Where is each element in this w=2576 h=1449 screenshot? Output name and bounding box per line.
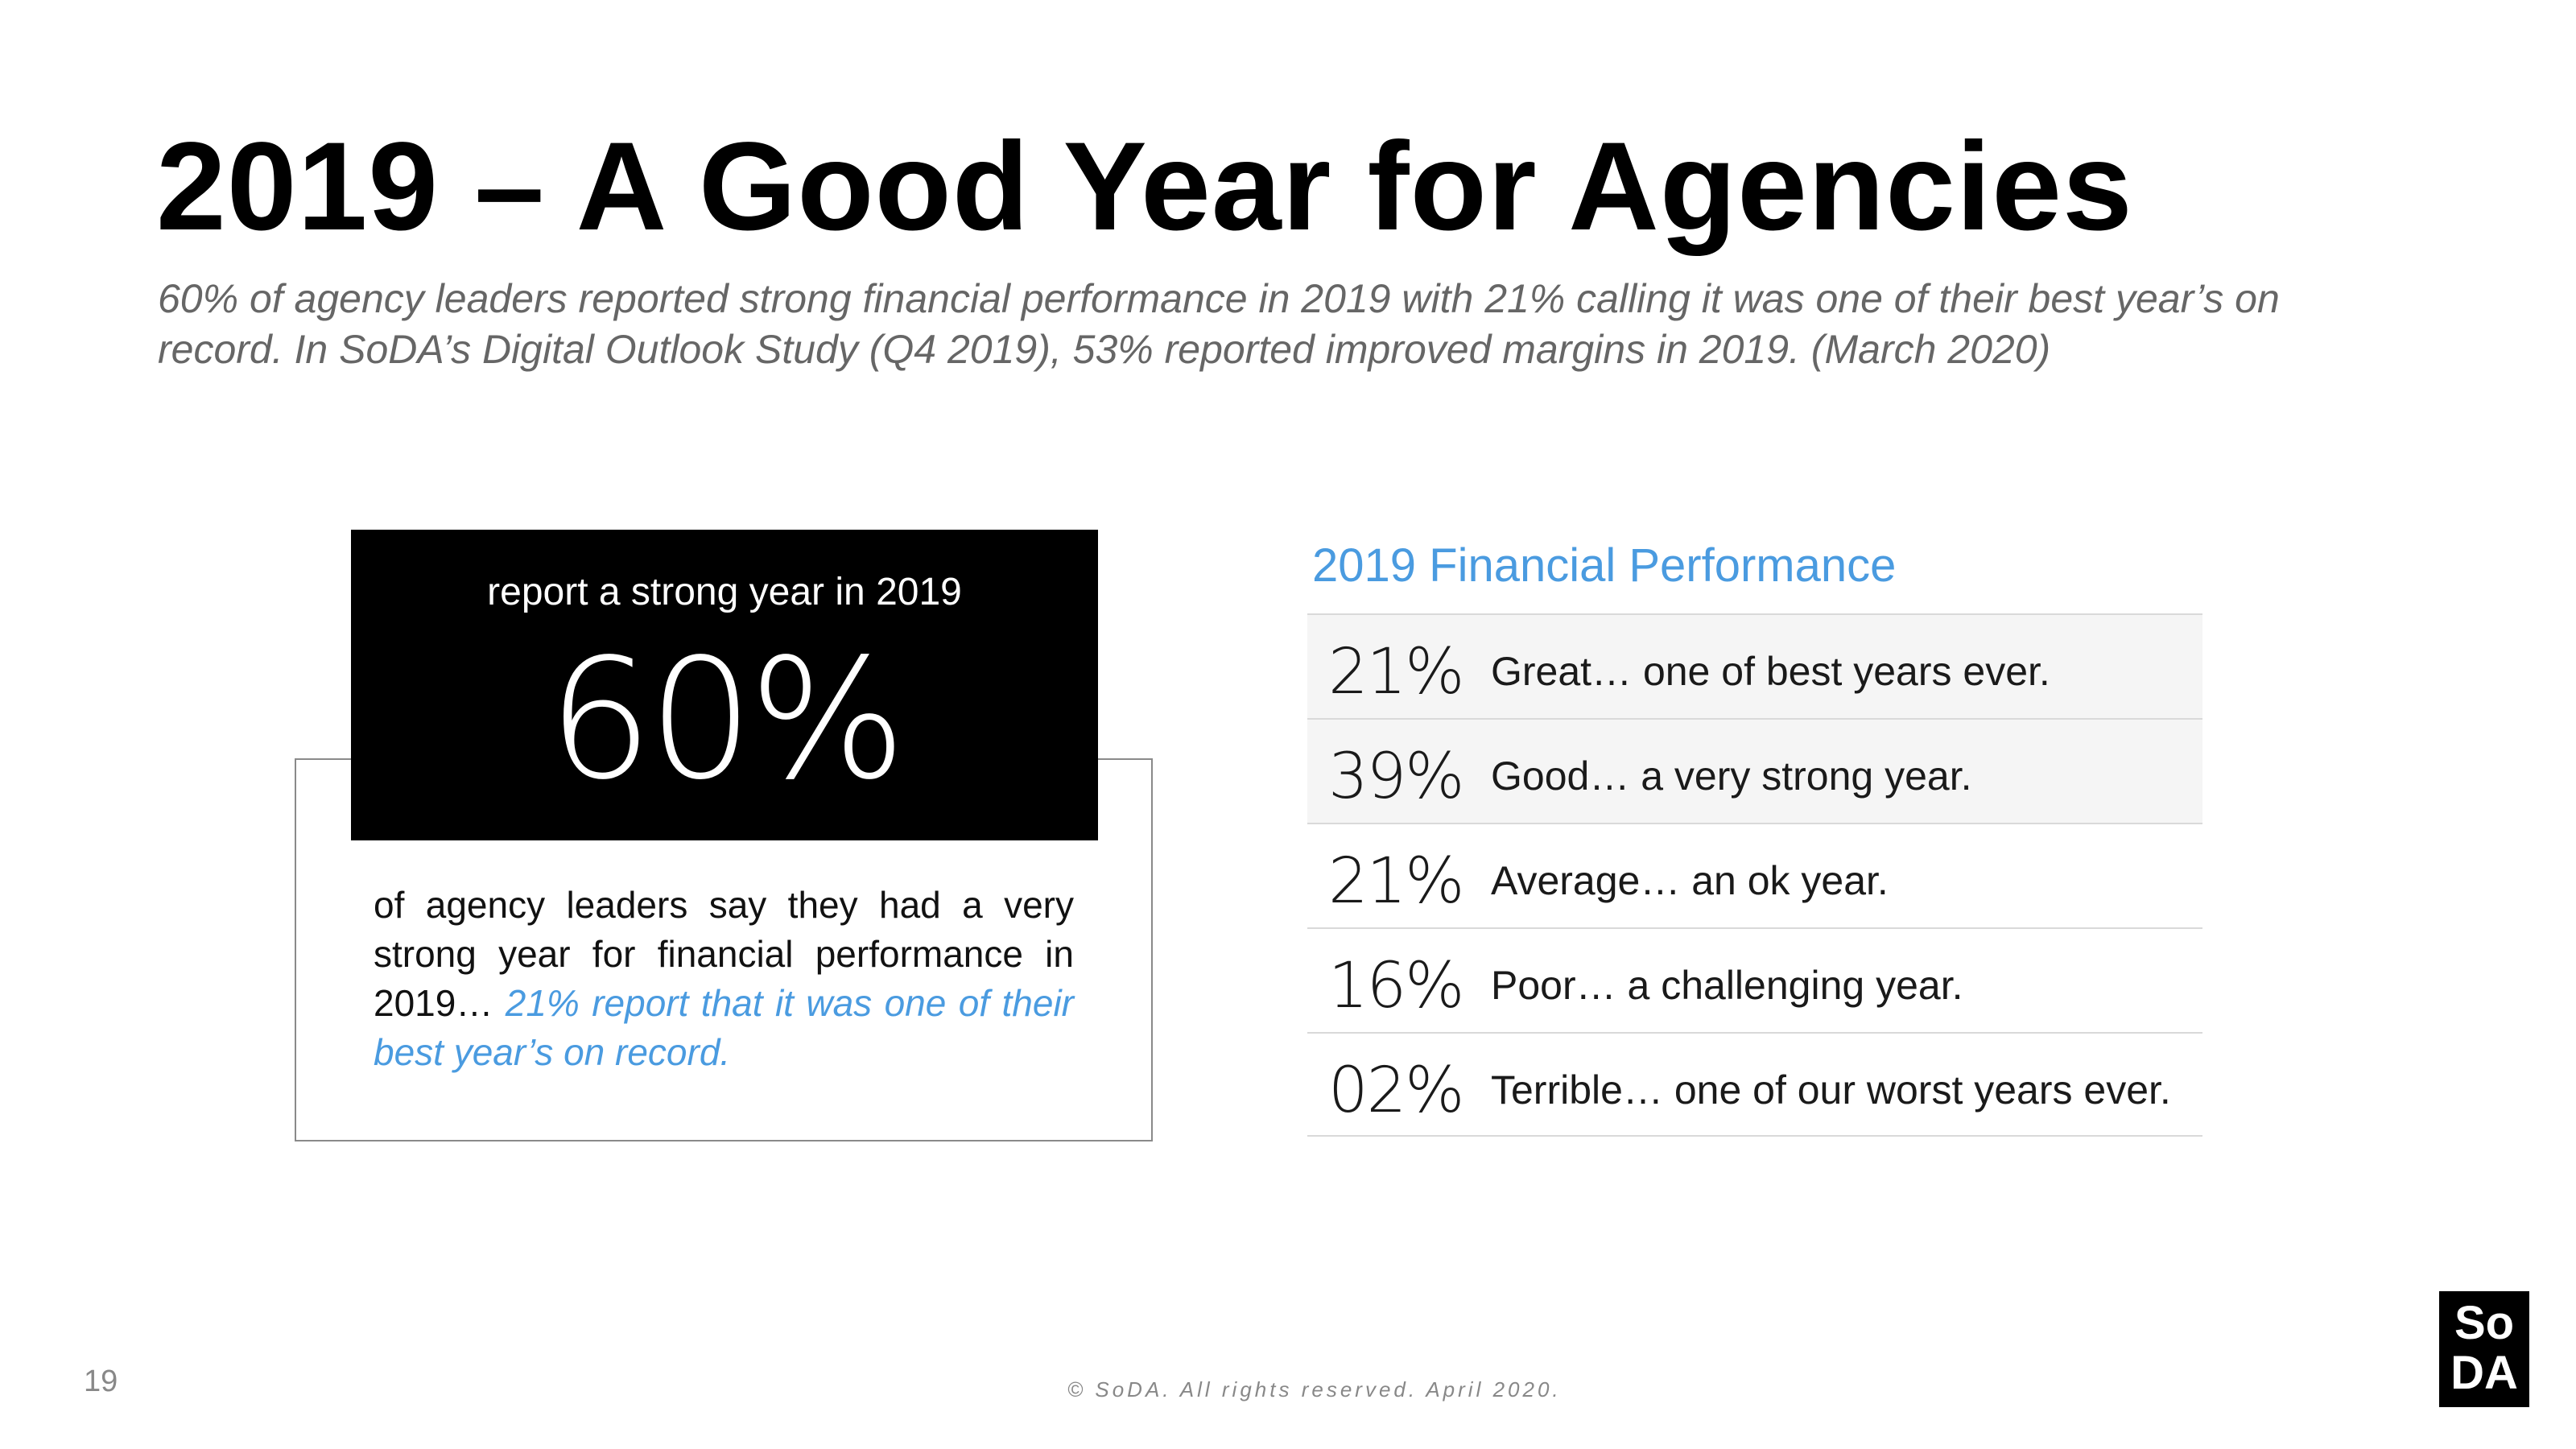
callout-body: of agency leaders say they had a very st… [374, 881, 1074, 1077]
slide-subtitle: 60% of agency leaders reported strong fi… [158, 274, 2412, 375]
row-description: Good… a very strong year. [1491, 753, 1972, 799]
slide-title: 2019 – A Good Year for Agencies [156, 117, 2133, 257]
table-row: 21% Average… an ok year. [1307, 823, 2202, 927]
table-row: 39% Good… a very strong year. [1307, 718, 2202, 823]
callout-body-plain: of agency leaders say they had a very st… [374, 884, 1074, 1024]
performance-table: 21% Great… one of best years ever. 39% G… [1307, 613, 2202, 1137]
table-row: 21% Great… one of best years ever. [1307, 613, 2202, 718]
callout-body-end: . [720, 1031, 731, 1073]
row-percent: 21% [1328, 636, 1464, 708]
logo-line-1: So [2454, 1297, 2515, 1349]
callout-label: report a strong year in 2019 [487, 571, 962, 613]
row-description: Average… an ok year. [1491, 858, 1889, 903]
subtitle-line-2: record. In SoDA’s Digital Outlook Study … [158, 327, 2051, 372]
logo-line-2: DA [2450, 1347, 2518, 1399]
copyright-notice: © SoDA. All rights reserved. April 2020. [1067, 1377, 1562, 1402]
row-description: Great… one of best years ever. [1491, 649, 2050, 694]
table-row: 02% Terrible… one of our worst years eve… [1307, 1032, 2202, 1137]
row-percent: 21% [1328, 845, 1464, 918]
row-percent: 16% [1328, 950, 1464, 1022]
table-row: 16% Poor… a challenging year. [1307, 927, 2202, 1032]
page-number: 19 [84, 1364, 118, 1398]
callout-value: 60% [547, 623, 906, 816]
row-description: Poor… a challenging year. [1491, 963, 1963, 1008]
row-percent: 39% [1328, 741, 1464, 813]
row-percent: 02% [1328, 1055, 1464, 1127]
soda-logo: So DA [2439, 1291, 2529, 1407]
performance-table-title: 2019 Financial Performance [1312, 539, 1897, 592]
subtitle-line-1: 60% of agency leaders reported strong fi… [158, 276, 2280, 321]
row-description: Terrible… one of our worst years ever. [1491, 1067, 2171, 1113]
callout-body-accent: 21% report that it was one of their best… [374, 982, 1074, 1073]
callout-highlight-box: report a strong year in 2019 60% [351, 530, 1098, 840]
